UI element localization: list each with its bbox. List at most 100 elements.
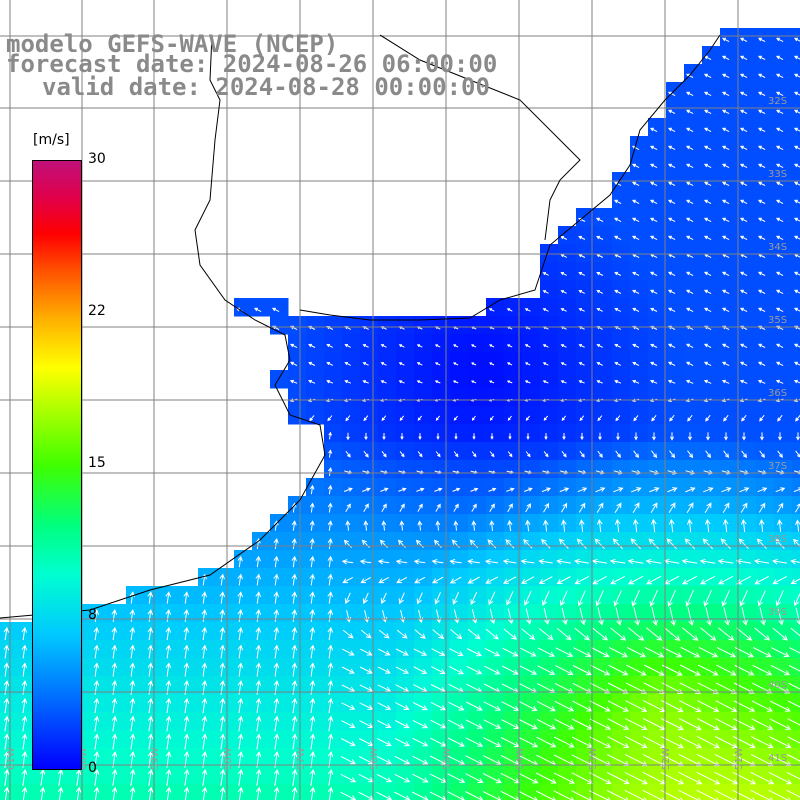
wind-cell (630, 226, 649, 245)
wind-arrow (775, 163, 784, 169)
wind-cell (270, 550, 289, 569)
wind-cell (324, 730, 343, 749)
wind-arrow (363, 415, 369, 422)
wind-cell (558, 334, 577, 353)
wind-cell (162, 676, 181, 695)
wind-arrow (685, 199, 694, 205)
wind-arrow (580, 432, 584, 441)
wind-arrow (111, 733, 118, 750)
wind-cell (324, 694, 343, 713)
wind-cell (684, 784, 703, 800)
wind-arrow (273, 626, 280, 641)
wind-cell (540, 514, 559, 533)
wind-cell (720, 478, 739, 497)
wind-cell (648, 622, 667, 641)
wind-arrow (524, 590, 532, 606)
wind-cell (414, 586, 433, 605)
wind-arrow (775, 55, 784, 61)
wind-cell (720, 370, 739, 389)
wind-arrow (291, 786, 298, 800)
wind-cell (558, 622, 577, 641)
wind-cell (630, 640, 649, 659)
wind-cell (378, 730, 397, 749)
wind-cell (198, 658, 217, 677)
wind-arrow (685, 217, 694, 223)
wind-arrow (382, 433, 386, 441)
wind-arrow (750, 753, 774, 767)
wind-cell (720, 586, 739, 605)
wind-arrow (39, 786, 46, 800)
wind-arrow (237, 644, 244, 659)
wind-cell (324, 388, 343, 407)
wind-arrow (685, 289, 694, 295)
wind-cell (756, 694, 775, 713)
wind-cell (234, 568, 253, 587)
wind-cell (396, 622, 415, 641)
latitude-label: 40S (768, 680, 787, 691)
wind-arrow (485, 628, 499, 640)
wind-cell (468, 784, 487, 800)
wind-arrow (183, 786, 190, 800)
wind-arrow (465, 773, 484, 783)
wind-arrow (273, 662, 280, 677)
wind-arrow (523, 538, 533, 549)
wind-cell (396, 586, 415, 605)
wind-arrow (3, 733, 10, 750)
wind-arrow (667, 361, 676, 367)
wind-cell (558, 784, 577, 800)
wind-arrow (147, 786, 154, 800)
wind-arrow (147, 591, 154, 604)
wind-arrow (147, 680, 154, 695)
wind-arrow (615, 450, 621, 458)
latitude-label: 33S (768, 169, 787, 180)
wind-arrow (649, 217, 658, 223)
wind-cell (648, 136, 667, 155)
wind-cell (720, 658, 739, 677)
wind-arrow (788, 664, 800, 672)
wind-arrow (772, 627, 788, 641)
wind-arrow (685, 181, 694, 187)
wind-cell (288, 568, 307, 587)
wind-cell (720, 262, 739, 281)
wind-arrow (342, 629, 354, 639)
wind-arrow (342, 648, 355, 656)
wind-cell (648, 460, 667, 479)
wind-cell (486, 658, 505, 677)
wind-arrow (578, 380, 585, 384)
wind-cell (612, 568, 631, 587)
wind-cell (486, 514, 505, 533)
wind-cell (702, 280, 721, 299)
wind-arrow (500, 790, 520, 800)
wind-arrow (273, 733, 280, 750)
wind-cell (144, 766, 163, 785)
wind-cell (756, 550, 775, 569)
wind-cell (216, 766, 235, 785)
wind-arrow (483, 719, 502, 729)
wind-arrow (775, 289, 784, 295)
wind-arrow (147, 733, 154, 750)
wind-cell (252, 766, 271, 785)
wind-arrow (632, 502, 640, 514)
wind-cell (216, 694, 235, 713)
wind-cell (360, 748, 379, 767)
wind-arrow (327, 415, 333, 422)
wind-arrow (488, 344, 495, 348)
wind-cell (162, 730, 181, 749)
wind-arrow (614, 502, 622, 513)
wind-cell (576, 658, 595, 677)
wind-arrow (503, 628, 518, 640)
wind-cell (684, 406, 703, 425)
wind-cell (774, 136, 793, 155)
wind-arrow (93, 609, 100, 622)
wind-cell (396, 766, 415, 785)
wind-cell (90, 712, 109, 731)
wind-arrow (452, 362, 459, 366)
wind-cell (468, 658, 487, 677)
wind-cell (234, 658, 253, 677)
wind-cell (90, 658, 109, 677)
wind-arrow (721, 91, 730, 97)
wind-arrow (359, 684, 374, 692)
wind-arrow (470, 344, 477, 348)
wind-arrow (591, 647, 610, 658)
wind-arrow (736, 575, 752, 585)
